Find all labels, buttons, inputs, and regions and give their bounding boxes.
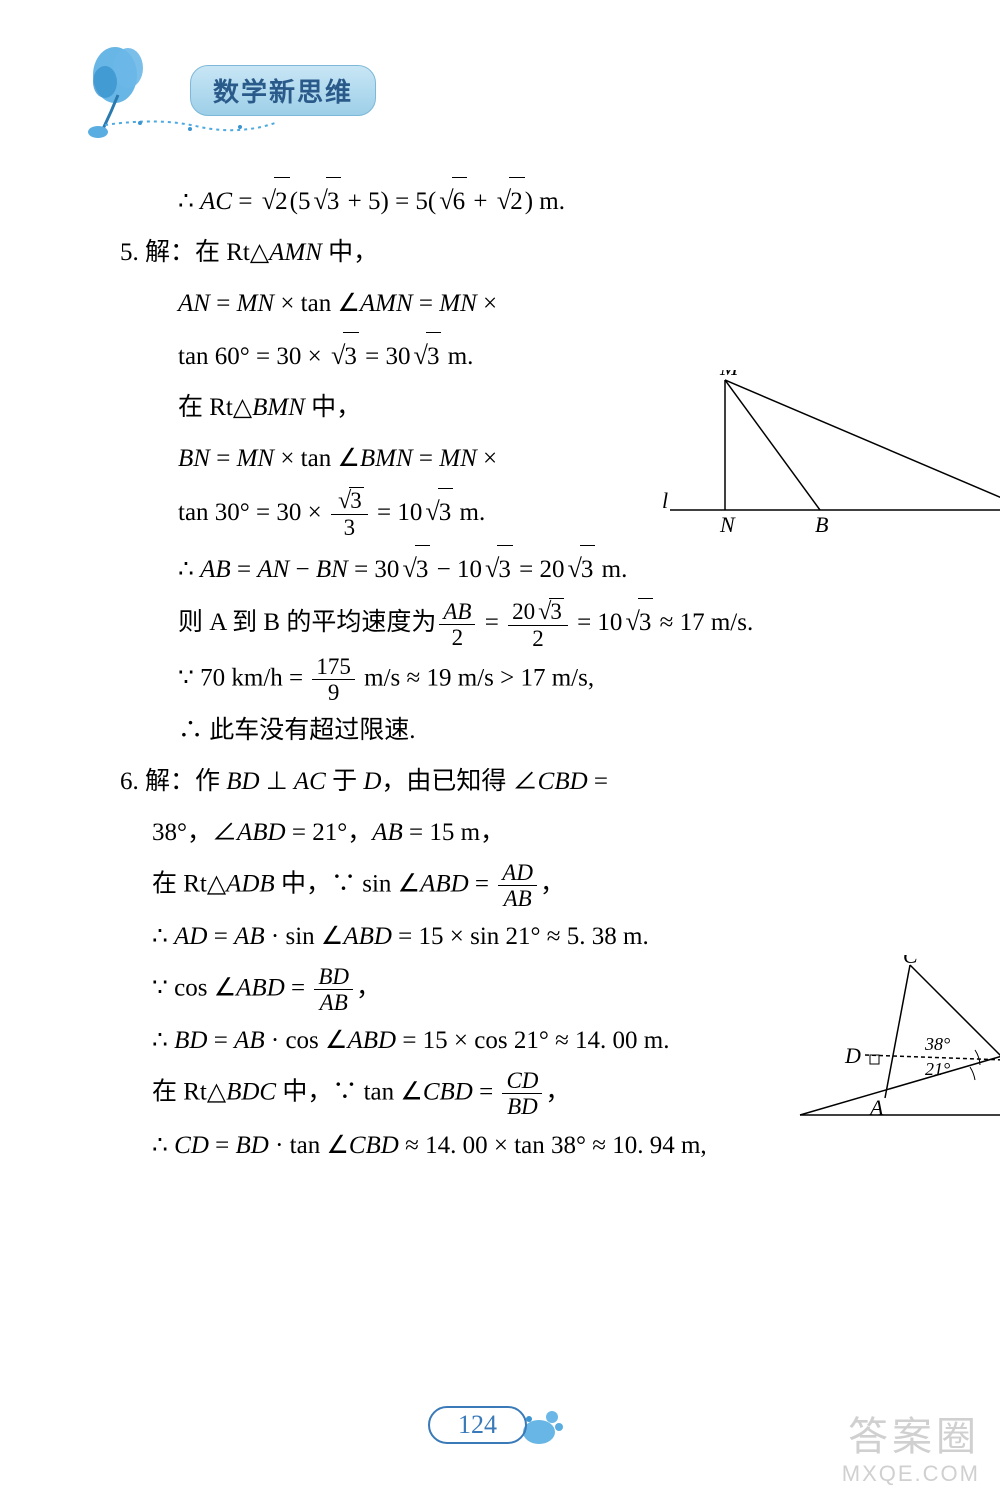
svg-text:l: l — [662, 488, 668, 513]
p6-line-angles: 38°，∠ABD = 21°，AB = 15 m， — [120, 809, 910, 858]
watermark-line2: MXQE.COM — [842, 1461, 980, 1487]
svg-text:21°: 21° — [925, 1059, 950, 1079]
svg-text:M: M — [719, 370, 740, 380]
problem-5-intro: 5. 解：在 Rt△AMN 中， — [120, 229, 910, 278]
p6-line-sin: 在 Rt△ADB 中，∵ sin ∠ABD = ADAB， — [120, 860, 910, 912]
triangle-diagram-1: M N B A l — [660, 370, 1000, 550]
problem-number-6: 6. — [120, 768, 139, 795]
p5-line-an: AN = MN × tan ∠AMN = MN × — [120, 280, 910, 329]
p5-line-70kmh: ∵ 70 km/h = 1759 m/s ≈ 19 m/s > 17 m/s, — [120, 654, 910, 706]
swoosh-decoration — [100, 115, 280, 135]
p5-line-ab: ∴ AB = AN − BN = 303 − 103 = 203 m. — [120, 543, 910, 595]
svg-text:D: D — [844, 1043, 861, 1068]
p5-line-speed: 则 A 到 B 的平均速度为AB2 = 2032 = 103 ≈ 17 m/s. — [120, 596, 910, 651]
svg-text:A: A — [868, 1095, 884, 1120]
page-number-badge: 124 — [428, 1406, 527, 1444]
equation-ac: ∴ AC = 2(53 + 5) = 5(6 + 2) m. — [120, 175, 910, 227]
watermark: 答案圈 MXQE.COM — [842, 1413, 980, 1487]
watermark-line1: 答案圈 — [842, 1413, 980, 1461]
svg-text:C: C — [903, 955, 918, 968]
svg-text:38°: 38° — [924, 1034, 950, 1054]
svg-text:N: N — [719, 512, 736, 537]
svg-text:B: B — [815, 512, 828, 537]
triangle-diagram-2: C D B A 38° 21° — [770, 955, 1000, 1135]
page-number: 124 — [458, 1410, 497, 1439]
book-title-badge: 数学新思维 — [190, 65, 376, 116]
p5-conclusion: ∴ 此车没有超过限速. — [120, 707, 910, 756]
main-content: ∴ AC = 2(53 + 5) = 5(6 + 2) m. 5. 解：在 Rt… — [120, 175, 910, 1173]
book-title: 数学新思维 — [213, 78, 353, 107]
problem-number-5: 5. — [120, 239, 139, 266]
problem-6-intro: 6. 解：作 BD ⊥ AC 于 D，由已知得 ∠CBD = — [120, 758, 910, 807]
